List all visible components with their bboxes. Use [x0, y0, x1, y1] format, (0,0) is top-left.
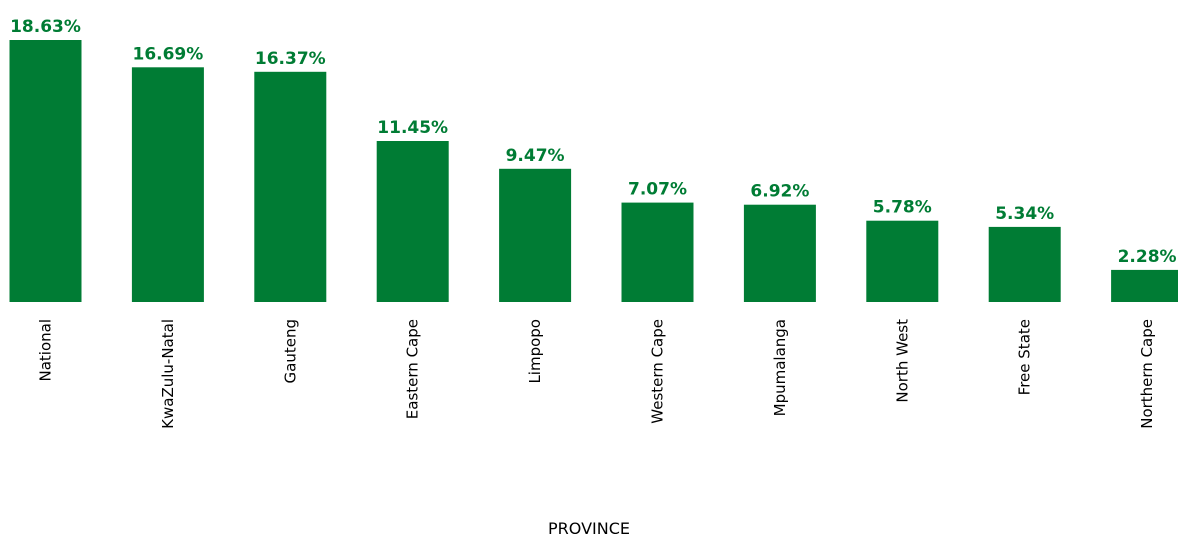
x-tick-label: Eastern Cape: [404, 319, 422, 419]
bar-national: [9, 40, 82, 302]
x-tick-label: Limpopo: [526, 319, 544, 384]
bar-north-west: [866, 220, 939, 302]
value-label: 16.37%: [255, 49, 326, 69]
x-tick-label: Gauteng: [281, 319, 299, 383]
x-tick-labels-group: National KwaZulu-Natal Gauteng Eastern Cape…: [37, 319, 1157, 429]
value-label: 5.78%: [873, 198, 932, 218]
bar-free-state: [988, 226, 1061, 302]
x-tick-label: Western Cape: [649, 319, 667, 424]
value-label: 9.47%: [506, 146, 565, 166]
x-tick-label: Mpumalanga: [771, 319, 789, 416]
x-tick-label: KwaZulu-Natal: [159, 319, 177, 429]
bar-gauteng: [254, 71, 327, 302]
bar-western-cape: [621, 202, 694, 302]
value-label: 11.45%: [377, 118, 448, 138]
bar-eastern-cape: [376, 141, 449, 302]
value-label: 18.63%: [10, 17, 81, 37]
x-tick-label: North West: [893, 319, 911, 403]
x-tick-label: Northern Cape: [1138, 319, 1156, 429]
x-tick-label: National: [37, 319, 55, 382]
value-label: 16.69%: [132, 44, 203, 64]
x-tick-label: Free State: [1016, 319, 1034, 395]
bar-mpumalanga: [743, 204, 816, 302]
value-label: 6.92%: [750, 182, 809, 202]
x-axis-title: PROVINCE: [548, 519, 630, 538]
bar-northern-cape: [1111, 269, 1178, 302]
value-label: 5.34%: [995, 204, 1054, 224]
bars-group: [9, 40, 1178, 302]
value-label: 2.28%: [1118, 247, 1177, 267]
bar-kwazulu-natal: [131, 67, 204, 302]
bar-limpopo: [499, 168, 572, 302]
value-labels-group: 18.63% 16.69% 16.37% 11.45% 9.47% 7.07% 6.92% 5…: [10, 17, 1176, 267]
value-label: 7.07%: [628, 180, 687, 200]
